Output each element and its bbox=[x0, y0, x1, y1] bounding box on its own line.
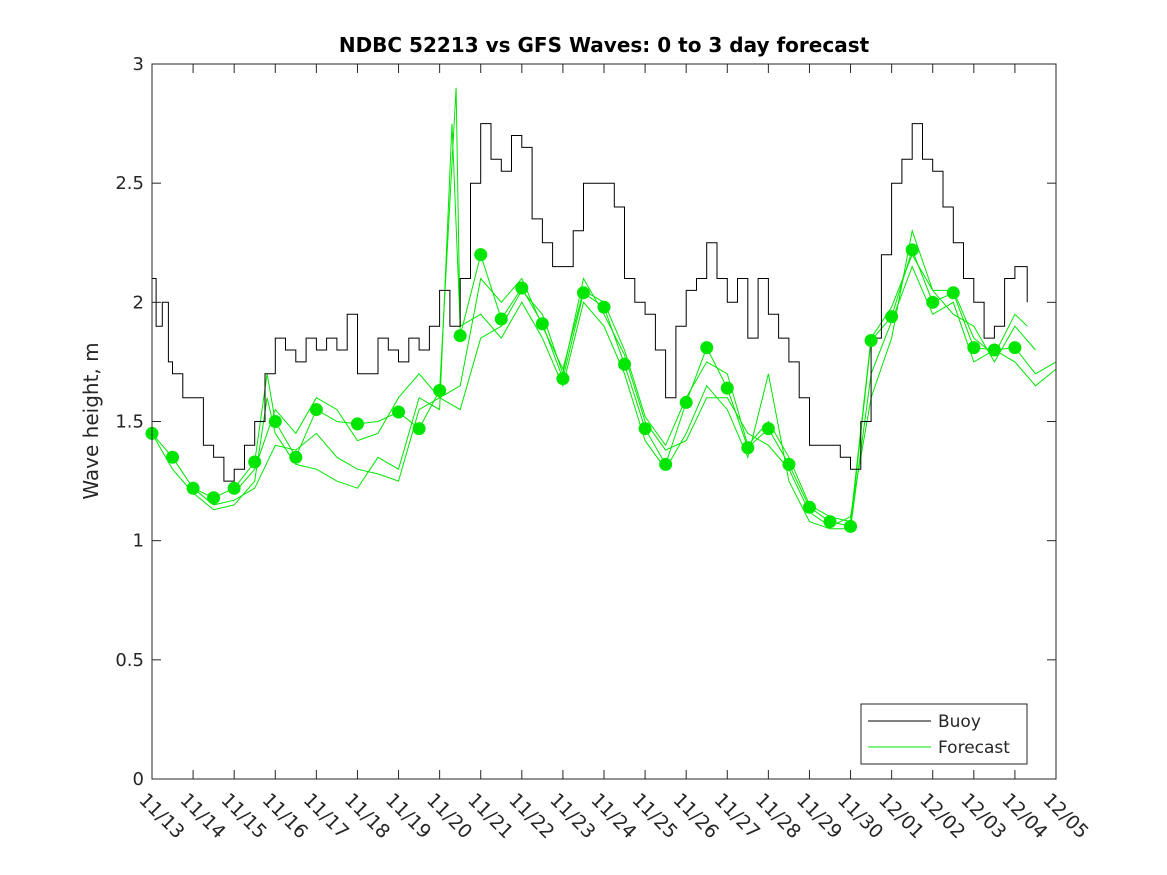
x-tick-label: 11/18 bbox=[340, 789, 394, 843]
forecast-marker bbox=[207, 491, 221, 505]
x-tick-label: 12/04 bbox=[997, 789, 1051, 843]
forecast-marker bbox=[659, 457, 673, 471]
forecast-marker bbox=[638, 422, 652, 436]
forecast-marker bbox=[1008, 341, 1022, 355]
forecast-marker bbox=[679, 395, 693, 409]
x-tick-label: 11/16 bbox=[258, 789, 312, 843]
x-tick-label: 11/19 bbox=[381, 789, 435, 843]
legend-forecast-label: Forecast bbox=[938, 738, 1010, 758]
forecast-marker bbox=[926, 295, 940, 309]
forecast-marker bbox=[412, 422, 426, 436]
x-tick-label: 11/27 bbox=[710, 789, 764, 843]
x-tick-label: 11/24 bbox=[586, 789, 640, 843]
y-tick-label: 1.5 bbox=[115, 412, 144, 433]
x-tick-label: 11/30 bbox=[833, 789, 887, 843]
forecast-marker bbox=[700, 341, 714, 355]
forecast-marker bbox=[289, 450, 303, 464]
forecast-marker bbox=[515, 281, 529, 295]
forecast-marker bbox=[433, 384, 447, 398]
forecast-marker bbox=[576, 286, 590, 300]
x-tick-label: 11/22 bbox=[504, 789, 558, 843]
forecast-marker bbox=[761, 422, 775, 436]
forecast-marker bbox=[967, 341, 981, 355]
forecast-marker bbox=[227, 481, 241, 495]
x-tick-label: 12/03 bbox=[956, 789, 1010, 843]
forecast-marker bbox=[556, 372, 570, 386]
forecast-marker bbox=[905, 243, 919, 257]
forecast-line-3 bbox=[233, 253, 1028, 523]
forecast-marker bbox=[946, 286, 960, 300]
y-tick-label: 2.5 bbox=[115, 173, 144, 194]
x-tick-label: 11/29 bbox=[792, 789, 846, 843]
x-tick-label: 11/23 bbox=[545, 789, 599, 843]
x-tick-label: 12/02 bbox=[915, 789, 969, 843]
forecast-marker bbox=[823, 515, 837, 529]
forecast-marker bbox=[741, 441, 755, 455]
x-tick-label: 12/05 bbox=[1038, 789, 1092, 843]
y-tick-label: 2 bbox=[133, 292, 144, 313]
x-tick-label: 11/20 bbox=[422, 789, 476, 843]
forecast-marker bbox=[844, 519, 858, 533]
forecast-marker bbox=[494, 312, 508, 326]
x-tick-label: 11/17 bbox=[299, 789, 353, 843]
y-tick-label: 1 bbox=[133, 531, 144, 552]
x-tick-label: 11/15 bbox=[217, 789, 271, 843]
forecast-marker bbox=[802, 500, 816, 514]
legend-box bbox=[860, 703, 1028, 765]
forecast-marker bbox=[720, 381, 734, 395]
y-tick-label: 0 bbox=[133, 769, 144, 790]
forecast-marker bbox=[597, 300, 611, 314]
y-tick-label: 0.5 bbox=[115, 650, 144, 671]
forecast-marker bbox=[885, 310, 899, 324]
forecast-marker bbox=[309, 403, 323, 417]
y-axis-label: Wave height, m bbox=[79, 342, 103, 499]
y-tick-label: 3 bbox=[133, 54, 144, 75]
plot-background bbox=[152, 64, 1056, 779]
legend-buoy-label: Buoy bbox=[938, 712, 981, 732]
x-tick-label: 11/14 bbox=[176, 789, 230, 843]
x-tick-label: 11/26 bbox=[669, 789, 723, 843]
x-tick-label: 11/28 bbox=[751, 789, 805, 843]
forecast-marker bbox=[268, 415, 282, 428]
forecast-marker bbox=[782, 457, 796, 471]
forecast-marker bbox=[166, 450, 180, 464]
forecast-marker bbox=[350, 417, 364, 431]
x-tick-label: 11/13 bbox=[134, 789, 188, 843]
chart-title: NDBC 52213 vs GFS Waves: 0 to 3 day fore… bbox=[339, 33, 870, 57]
x-tick-label: 11/21 bbox=[463, 789, 517, 843]
x-tick-label: 12/01 bbox=[874, 789, 928, 843]
forecast-marker bbox=[987, 343, 1001, 357]
buoy-line bbox=[152, 123, 1028, 482]
forecast-marker bbox=[864, 333, 878, 347]
forecast-marker bbox=[392, 405, 406, 419]
forecast-marker bbox=[474, 248, 488, 262]
forecast-marker bbox=[186, 481, 200, 495]
x-tick-label: 11/25 bbox=[628, 789, 682, 843]
forecast-marker bbox=[618, 357, 632, 371]
forecast-marker bbox=[453, 329, 467, 343]
forecast-marker bbox=[248, 455, 262, 469]
legend: Buoy Forecast bbox=[860, 703, 1028, 765]
forecast-marker bbox=[535, 317, 549, 331]
